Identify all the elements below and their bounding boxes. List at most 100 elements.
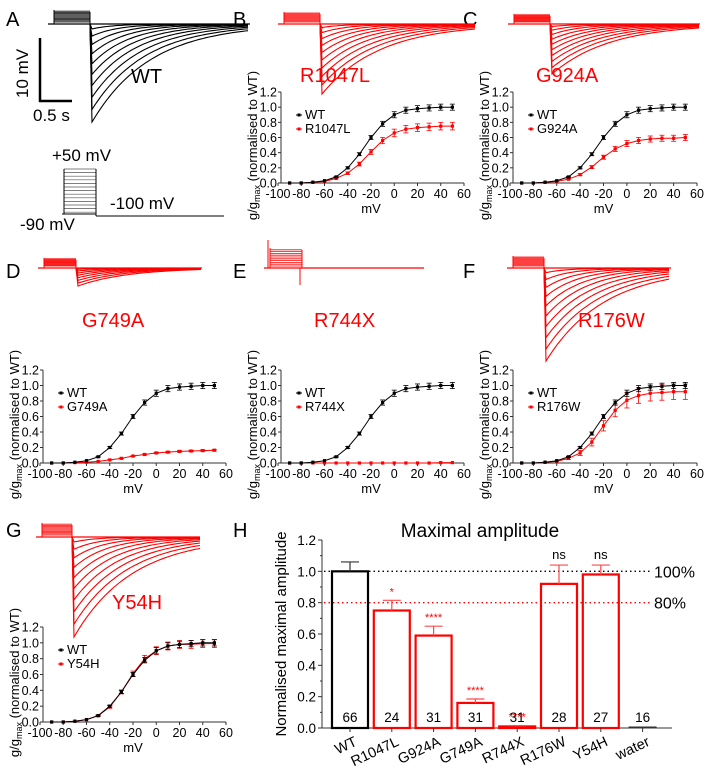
x-axis-label: mV <box>594 201 614 216</box>
data-point-wt <box>439 383 443 388</box>
data-point-r1047l <box>357 162 361 166</box>
significance-label: ns <box>594 547 608 562</box>
y-tick-label: 0.4 <box>260 426 277 440</box>
sample-size-label: 31 <box>468 710 483 725</box>
legend-marker <box>59 662 63 666</box>
y-tick-label: 1.2 <box>492 364 509 378</box>
y-axis-label: Normalised maximal amplitude <box>273 531 290 736</box>
data-point-wt <box>346 445 350 450</box>
variant-label-b: R1047L <box>300 65 370 87</box>
data-point-wt <box>578 445 582 450</box>
y-tick-label: 0.0 <box>22 716 39 730</box>
data-point-wt <box>636 387 641 391</box>
x-tick-label: -100 <box>497 187 522 201</box>
data-point-wt <box>381 400 385 405</box>
y-tick-label: 0.4 <box>297 658 316 673</box>
tail-current-trace <box>89 23 249 112</box>
data-point-wt <box>108 704 112 708</box>
data-point-r744x <box>439 461 443 465</box>
data-point-g924a <box>625 141 629 146</box>
r176w-current-traces <box>507 256 671 363</box>
data-point-r744x <box>415 461 420 465</box>
data-point-wt <box>119 690 123 694</box>
data-point-wt <box>154 391 158 395</box>
data-point-wt <box>427 384 431 388</box>
data-point-wt <box>299 461 303 465</box>
y-axis-label: g/gmax (normalised to WT) <box>7 350 24 499</box>
legend-label-g749a: G749A <box>67 399 108 414</box>
tail-current-trace <box>319 23 476 96</box>
data-point-wt <box>381 122 385 126</box>
data-point-r176w <box>625 398 629 402</box>
x-tick-label: -80 <box>54 726 72 740</box>
x-tick-label: -80 <box>524 187 542 201</box>
y-tick-label: 0.2 <box>492 161 509 175</box>
y-tick-label: 0.6 <box>492 410 509 424</box>
sample-size-label: 16 <box>635 710 650 725</box>
data-point-r176w <box>578 451 582 455</box>
x-tick-label: -20 <box>124 467 142 481</box>
x-tick-label: -20 <box>594 467 612 481</box>
y-axis-label: g/gmax (normalised to WT) <box>7 608 24 757</box>
tail-current-trace <box>549 23 700 62</box>
y-tick-label: 0.8 <box>22 395 39 409</box>
data-point-wt <box>392 113 396 117</box>
data-point-r1047l <box>369 150 373 154</box>
data-point-wt <box>543 180 547 184</box>
data-point-wt <box>683 383 687 388</box>
data-point-wt <box>357 431 361 436</box>
tail-current-trace <box>319 23 476 86</box>
data-point-r1047l <box>450 124 454 128</box>
x-tick-label: -60 <box>77 467 95 481</box>
x-tick-label: 0 <box>623 187 630 201</box>
data-point-r1047l <box>346 171 350 175</box>
bar-r744x <box>498 725 537 730</box>
data-point-g749a <box>166 450 170 454</box>
panel-letter-f: F <box>463 261 475 283</box>
legend-marker <box>59 405 63 409</box>
scale-y-label: 10 mV <box>13 48 32 98</box>
x-tick-label: 60 <box>219 726 233 740</box>
scale-x-label: 0.5 s <box>33 106 70 125</box>
data-point-wt <box>288 181 292 185</box>
gv-plot-d: 0.0 0.20.4 0.60.8 1.01.2 -100 -80 -60 -40 -20 0 20… <box>7 350 233 499</box>
x-tick-label: 0 <box>623 467 630 481</box>
variant-label-c: G924A <box>536 65 599 87</box>
tail-current-trace <box>549 23 699 51</box>
tail-current-trace <box>71 536 201 602</box>
data-point-wt <box>404 108 408 112</box>
sample-size-label: 31 <box>426 710 441 725</box>
variant-label-e: R744X <box>314 310 375 332</box>
y-axis-label: g/gmax (normalised to WT) <box>245 71 262 220</box>
data-point-wt <box>439 105 443 109</box>
y-tick-label: 1.0 <box>492 101 509 115</box>
data-point-wt <box>590 431 594 436</box>
data-point-wt <box>566 455 571 459</box>
data-point-r744x <box>334 461 338 465</box>
data-point-wt <box>392 391 396 395</box>
y-tick-label: 1.0 <box>260 379 277 393</box>
tail-current-trace <box>89 23 248 55</box>
data-point-wt <box>427 106 431 110</box>
y-tick-label: 1.2 <box>297 533 316 548</box>
variant-label-g: Y54H <box>112 592 162 614</box>
tail-current-trace <box>71 536 201 591</box>
data-point-g924a <box>590 165 594 169</box>
legend-label-wt: WT <box>67 642 87 657</box>
tail-current-trace <box>543 267 669 298</box>
y-tick-label: 0.6 <box>297 627 316 642</box>
data-point-wt <box>322 179 327 183</box>
data-point-wt <box>334 175 338 179</box>
data-point-wt <box>201 383 205 388</box>
x-axis-label: mV <box>361 201 381 216</box>
x-tick-label: -100 <box>265 187 290 201</box>
tail-current-trace <box>89 23 249 124</box>
data-point-wt <box>143 400 147 405</box>
y-tick-label: 0.6 <box>260 131 277 145</box>
data-point-wt <box>531 461 535 465</box>
panel-letter-g: G <box>6 520 22 542</box>
data-point-g749a <box>212 448 216 452</box>
protocol-hold-label: -90 mV <box>20 215 75 234</box>
g924a-current-traces <box>508 14 700 76</box>
data-point-r176w <box>683 390 687 394</box>
